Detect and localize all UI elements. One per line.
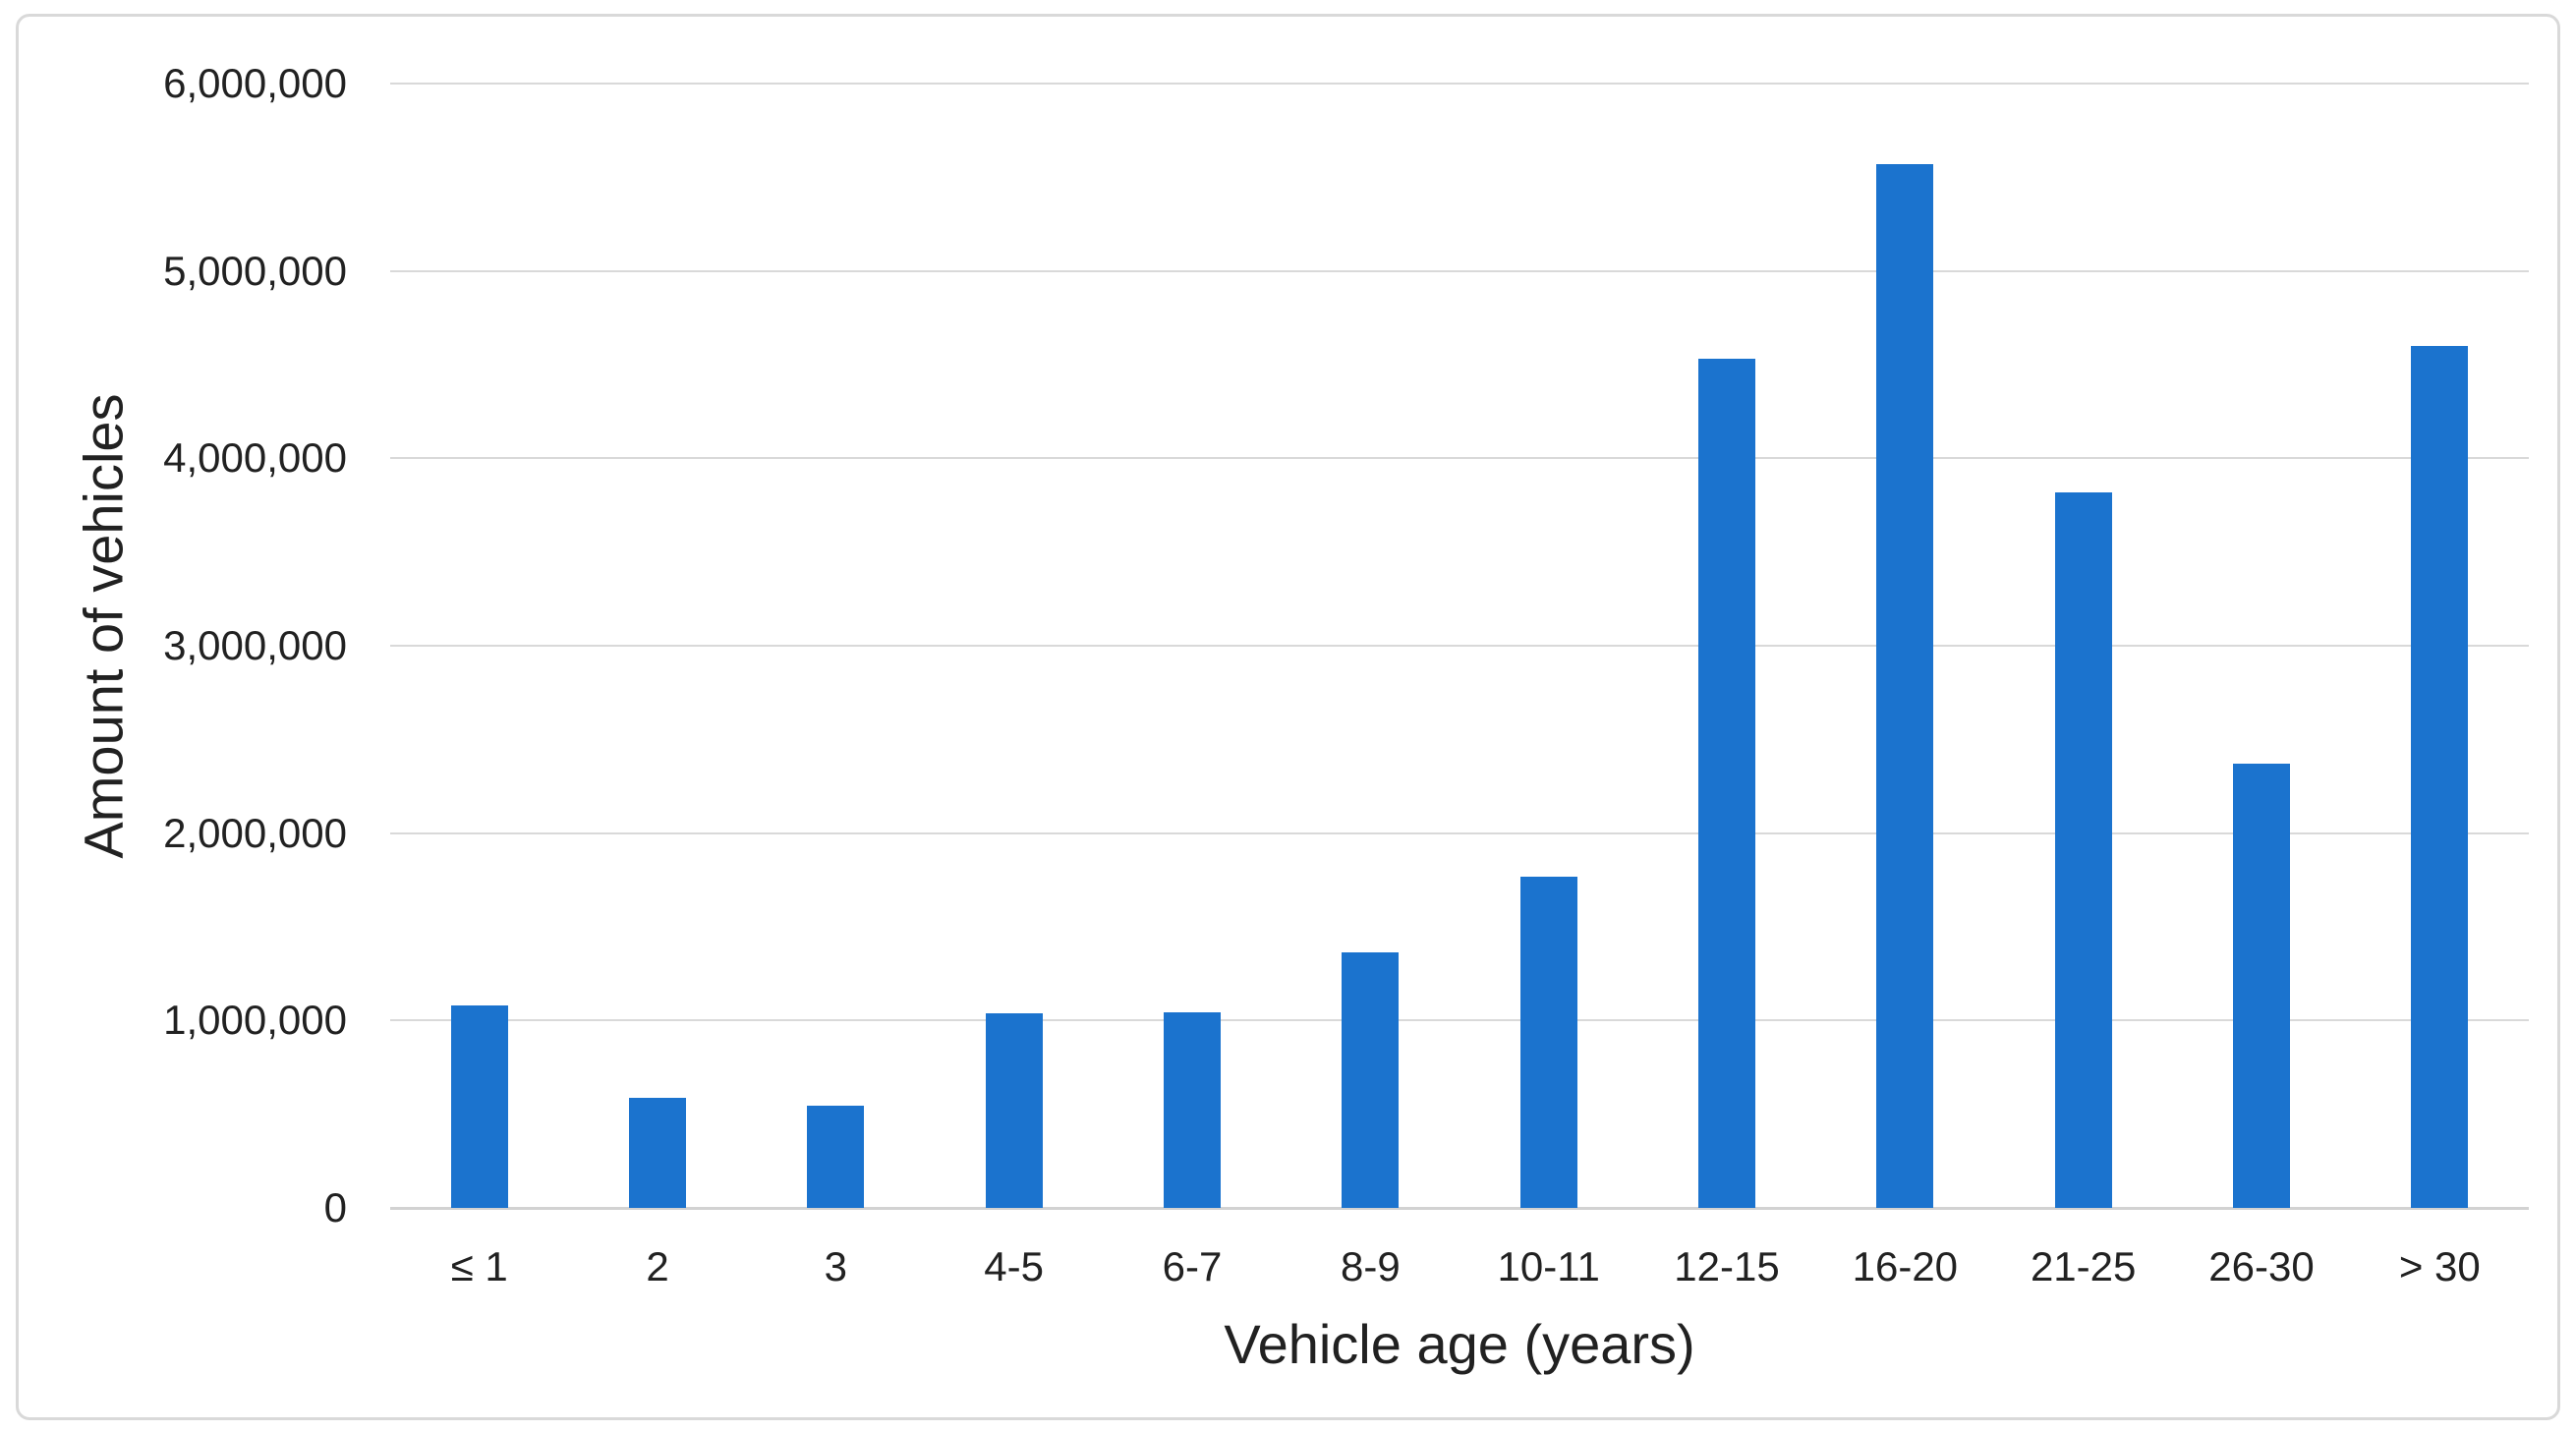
y-tick-label: 0 bbox=[323, 1184, 347, 1231]
x-tick-label: 10-11 bbox=[1497, 1243, 1600, 1289]
bar-2 bbox=[629, 1097, 686, 1208]
x-tick-label: 16-20 bbox=[1852, 1243, 1959, 1289]
bar-> 30 bbox=[2411, 345, 2469, 1208]
x-tick-label: 3 bbox=[824, 1243, 847, 1289]
x-axis-line bbox=[390, 1207, 2529, 1210]
chart-frame: 0 1,000,000 2,000,000 3,000,000 4,000,000 5,0… bbox=[16, 14, 2560, 1420]
x-tick-label: 8-9 bbox=[1340, 1243, 1401, 1289]
bar-16-20 bbox=[1876, 163, 1934, 1208]
x-tick-label: 12-15 bbox=[1674, 1243, 1780, 1289]
gridline-3000000 bbox=[390, 645, 2529, 647]
gridline-4000000 bbox=[390, 457, 2529, 460]
x-tick-label: ≤ 1 bbox=[450, 1243, 508, 1289]
bar-6-7 bbox=[1164, 1011, 1221, 1208]
bar-21-25 bbox=[2054, 491, 2112, 1208]
x-tick-label: 26-30 bbox=[2208, 1243, 2315, 1289]
y-tick-label: 5,000,000 bbox=[163, 247, 347, 294]
x-tick-label: 21-25 bbox=[2030, 1243, 2137, 1289]
y-tick-label: 3,000,000 bbox=[163, 622, 347, 668]
x-tick-label: > 30 bbox=[2398, 1243, 2481, 1289]
x-axis-title: Vehicle age (years) bbox=[1224, 1313, 1695, 1375]
gridline-5000000 bbox=[390, 269, 2529, 272]
bar-4-5 bbox=[985, 1012, 1043, 1208]
bar-26-30 bbox=[2233, 764, 2290, 1208]
gridline-6000000 bbox=[390, 83, 2529, 85]
y-tick-label: 1,000,000 bbox=[163, 997, 347, 1044]
bar-≤ 1 bbox=[450, 1005, 508, 1208]
bar-8-9 bbox=[1342, 951, 1400, 1208]
gridline-1000000 bbox=[390, 1019, 2529, 1022]
bar-10-11 bbox=[1519, 876, 1577, 1208]
bar-12-15 bbox=[1698, 359, 1755, 1208]
y-tick-label: 2,000,000 bbox=[163, 809, 347, 856]
y-tick-label: 4,000,000 bbox=[163, 434, 347, 482]
y-axis-title: Amount of vehicles bbox=[72, 393, 135, 859]
gridline-2000000 bbox=[390, 831, 2529, 834]
x-tick-label: 2 bbox=[646, 1243, 669, 1289]
bar-3 bbox=[807, 1106, 865, 1208]
x-tick-label: 4-5 bbox=[984, 1243, 1044, 1289]
x-tick-label: 6-7 bbox=[1162, 1243, 1223, 1289]
y-tick-label: 6,000,000 bbox=[163, 60, 347, 106]
